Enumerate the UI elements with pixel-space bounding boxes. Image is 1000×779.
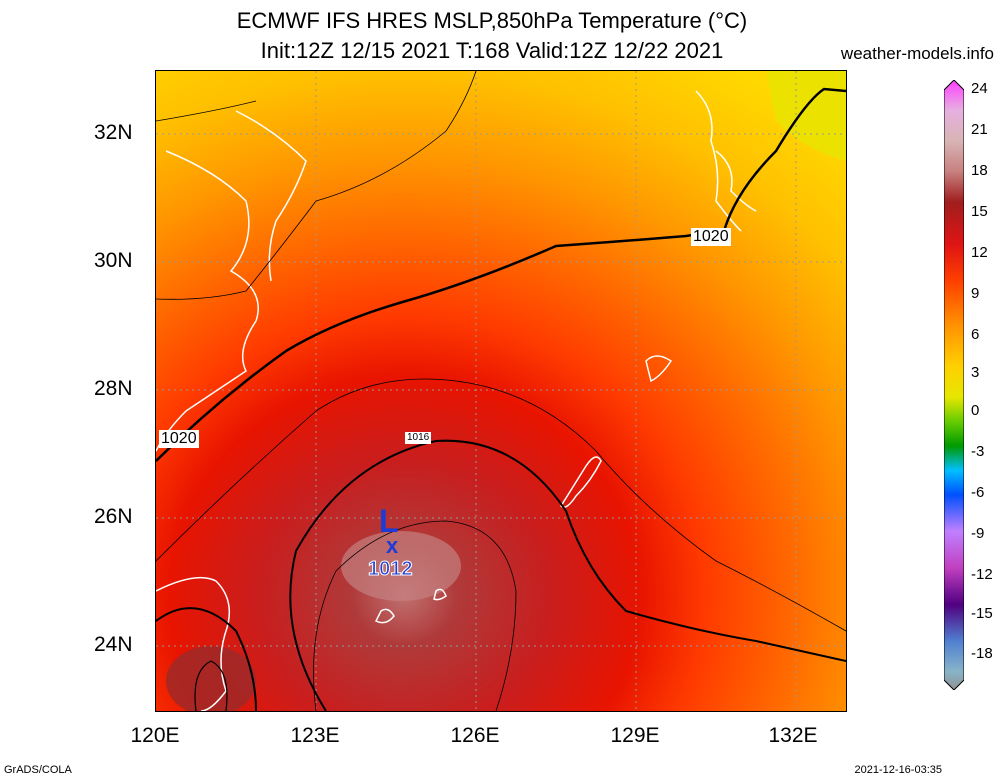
temperature-map bbox=[156, 71, 846, 711]
lon-label-132e: 132E bbox=[768, 724, 818, 747]
colorbar-tick-m15: -15 bbox=[971, 605, 993, 622]
colorbar-tick-9: 9 bbox=[971, 285, 980, 302]
lon-label-126e: 126E bbox=[450, 724, 500, 747]
isobar-1022 bbox=[156, 71, 477, 300]
colorbar-tick-3: 3 bbox=[971, 364, 980, 381]
warm-corner bbox=[766, 71, 846, 161]
colorbar-tick-21: 21 bbox=[971, 121, 988, 138]
lon-label-129e: 129E bbox=[610, 724, 660, 747]
isobar-1018 bbox=[156, 378, 846, 632]
lat-label-26n: 26N bbox=[94, 505, 133, 528]
isobar-1016 bbox=[156, 439, 846, 711]
lat-lon-grid bbox=[156, 71, 846, 711]
temperature-colorbar bbox=[944, 80, 964, 690]
lat-label-30n: 30N bbox=[94, 249, 133, 272]
isobars bbox=[156, 71, 846, 711]
low-marker: x bbox=[386, 533, 399, 558]
colorbar-tick-m3: -3 bbox=[971, 443, 985, 460]
colorbar-tick-24: 24 bbox=[971, 80, 988, 97]
colorbar-tick-15: 15 bbox=[971, 203, 988, 220]
colorbar-tick-m6: -6 bbox=[971, 484, 985, 501]
colorbar-tick-0: 0 bbox=[971, 402, 980, 419]
map-title-line1: ECMWF IFS HRES MSLP,850hPa Temperature (… bbox=[236, 8, 748, 33]
taiwan-core bbox=[166, 646, 256, 711]
lon-label-123e: 123E bbox=[290, 724, 340, 747]
map-panel: 1020 1020 1016 L x 1012 bbox=[155, 70, 847, 712]
low-core bbox=[341, 531, 461, 601]
isobar-label-1016: 1016 bbox=[405, 432, 432, 444]
footer-software: GrADS/COLA bbox=[4, 764, 72, 776]
lat-label-24n: 24N bbox=[94, 633, 133, 656]
low-pressure-value: 1012 bbox=[368, 558, 413, 581]
colorbar-tick-m18: -18 bbox=[971, 645, 993, 662]
site-label: weather-models.info bbox=[840, 44, 994, 63]
map-title-line2: Init:12Z 12/15 2021 T:168 Valid:12Z 12/2… bbox=[260, 38, 724, 63]
isobar-label-1020-west: 1020 bbox=[159, 430, 199, 448]
colorbar-tick-12: 12 bbox=[971, 244, 988, 261]
lat-label-32n: 32N bbox=[94, 121, 133, 144]
colorbar-tick-m9: -9 bbox=[971, 525, 985, 542]
lat-label-28n: 28N bbox=[94, 377, 133, 400]
isobar-1020-west bbox=[156, 87, 846, 462]
isobar-1012-tw bbox=[194, 660, 228, 711]
colorbar-tick-18: 18 bbox=[971, 162, 988, 179]
colorbar-tick-m12: -12 bbox=[971, 566, 993, 583]
low-symbol: L bbox=[379, 503, 399, 539]
isobar-label-1020-east: 1020 bbox=[691, 228, 731, 246]
isobar-1014 bbox=[313, 520, 517, 711]
colorbar-tick-6: 6 bbox=[971, 326, 980, 343]
lon-label-120e: 120E bbox=[130, 724, 180, 747]
footer-timestamp: 2021-12-16-03:35 bbox=[854, 764, 942, 776]
